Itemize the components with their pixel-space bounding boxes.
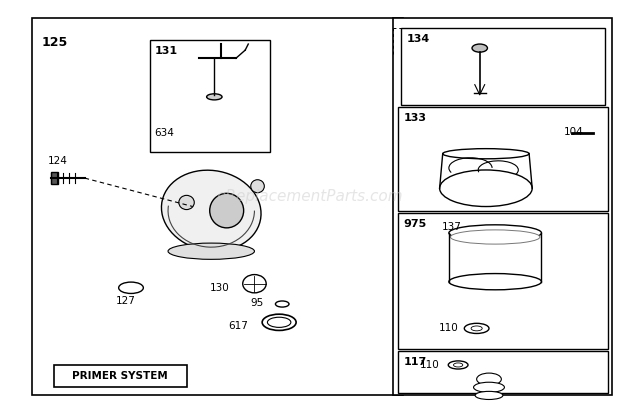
Bar	[54, 365, 187, 387]
Ellipse shape	[275, 301, 289, 307]
Text: 110: 110	[420, 360, 440, 370]
Ellipse shape	[449, 225, 541, 241]
Bar	[398, 351, 608, 393]
Ellipse shape	[440, 170, 532, 207]
Text: 117: 117	[403, 357, 427, 367]
Ellipse shape	[168, 243, 254, 259]
Text: 127: 127	[115, 296, 135, 306]
Bar	[393, 18, 613, 396]
Text: 131: 131	[154, 46, 177, 56]
Ellipse shape	[472, 44, 487, 52]
Text: 617: 617	[228, 321, 248, 331]
Ellipse shape	[161, 170, 261, 251]
Ellipse shape	[118, 282, 143, 294]
Text: eReplacementParts.com: eReplacementParts.com	[216, 189, 404, 204]
Ellipse shape	[242, 274, 266, 293]
Ellipse shape	[262, 314, 296, 330]
Bar	[398, 107, 608, 211]
Ellipse shape	[477, 373, 502, 385]
Ellipse shape	[267, 317, 291, 327]
Bar	[149, 40, 270, 152]
Ellipse shape	[443, 148, 529, 159]
Ellipse shape	[471, 326, 482, 331]
Ellipse shape	[475, 391, 503, 400]
Ellipse shape	[210, 193, 244, 228]
Text: 95: 95	[250, 298, 264, 308]
Text: 975: 975	[403, 219, 427, 229]
Text: 137: 137	[441, 222, 461, 231]
Text: 125: 125	[42, 36, 68, 49]
Ellipse shape	[474, 382, 505, 392]
Text: 134: 134	[406, 34, 430, 44]
Text: 133: 133	[403, 113, 426, 123]
Text: 634: 634	[154, 128, 174, 138]
Ellipse shape	[179, 196, 194, 209]
Ellipse shape	[453, 363, 463, 367]
Bar	[32, 18, 402, 396]
Bar	[398, 213, 608, 349]
Ellipse shape	[449, 274, 541, 290]
Text: 130: 130	[210, 283, 230, 293]
Ellipse shape	[450, 230, 540, 244]
Bar	[401, 28, 605, 105]
Bar	[51, 172, 58, 184]
Ellipse shape	[250, 180, 264, 193]
Ellipse shape	[206, 94, 222, 100]
Text: PRIMER SYSTEM: PRIMER SYSTEM	[73, 371, 168, 381]
Ellipse shape	[464, 324, 489, 333]
Text: 104: 104	[564, 127, 583, 137]
Text: 124: 124	[48, 156, 68, 166]
Text: 110: 110	[438, 324, 458, 333]
Ellipse shape	[448, 361, 468, 369]
